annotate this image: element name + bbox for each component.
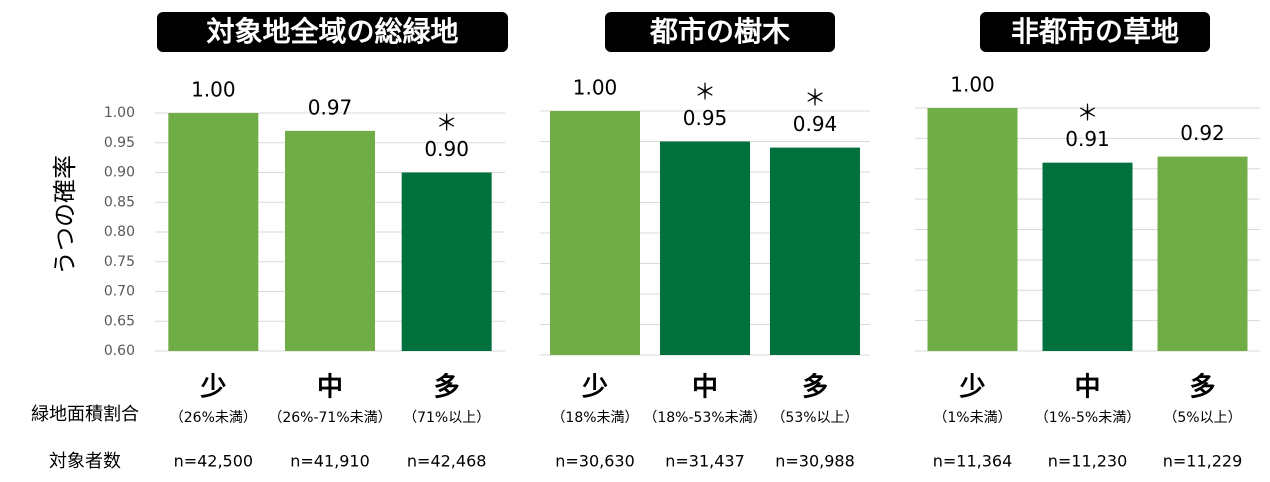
category-note: （18%未満） xyxy=(551,410,638,426)
y-tick-label: 0.65 xyxy=(104,313,135,329)
category-label: 少 xyxy=(581,373,608,403)
value-label: 0.95 xyxy=(683,106,728,130)
y-tick-label: 0.95 xyxy=(104,135,135,151)
bar xyxy=(550,111,640,355)
sample-size: n=11,229 xyxy=(1163,452,1243,471)
value-label: 0.97 xyxy=(308,95,353,119)
value-label: 1.00 xyxy=(950,73,995,97)
sample-size: n=30,988 xyxy=(775,452,855,471)
category-note: （1%未満） xyxy=(933,410,1011,426)
row-label: 緑地面積割合 xyxy=(31,404,139,425)
bar xyxy=(660,141,750,355)
category-note: （18%-53%未満） xyxy=(643,410,766,426)
title-box xyxy=(157,12,508,52)
value-label: 0.90 xyxy=(424,137,469,161)
bar xyxy=(927,108,1018,351)
bar xyxy=(401,172,492,351)
category-label: 多 xyxy=(434,373,460,403)
title-box xyxy=(605,12,835,52)
category-note: （71%以上） xyxy=(403,410,490,426)
bar xyxy=(285,130,375,351)
category-note: （53%以上） xyxy=(771,410,858,426)
sample-size: n=31,437 xyxy=(665,452,745,471)
panel-title: 対象地全域の総緑地 xyxy=(206,15,458,48)
value-label: 0.92 xyxy=(1180,121,1225,145)
value-label: 1.00 xyxy=(573,76,618,100)
y-tick-label: 0.80 xyxy=(104,224,135,240)
category-label: 多 xyxy=(802,373,828,403)
value-label: 1.00 xyxy=(191,78,236,102)
sample-size: n=42,500 xyxy=(174,452,254,471)
category-label: 少 xyxy=(199,373,226,403)
category-note: （1%-5%未満） xyxy=(1035,410,1140,426)
category-label: 中 xyxy=(692,373,718,403)
category-note: （26%-71%未満） xyxy=(268,410,391,426)
bar xyxy=(770,147,860,355)
significance-mark: ＊ xyxy=(804,87,826,112)
title-box xyxy=(980,12,1210,52)
sample-size: n=30,630 xyxy=(555,452,635,471)
category-label: 少 xyxy=(958,373,985,403)
value-label: 0.94 xyxy=(793,112,838,136)
sample-size: n=11,230 xyxy=(1048,452,1128,471)
y-tick-label: 0.60 xyxy=(104,343,135,359)
significance-mark: ＊ xyxy=(436,112,458,137)
category-label: 中 xyxy=(1074,373,1100,403)
panel-title: 都市の樹木 xyxy=(649,15,790,48)
significance-mark: ＊ xyxy=(1076,102,1098,127)
sample-size: n=41,910 xyxy=(290,452,370,471)
sample-size: n=42,468 xyxy=(407,452,487,471)
row-label: 対象者数 xyxy=(49,451,121,472)
category-label: 中 xyxy=(317,373,343,403)
bar xyxy=(1042,162,1133,351)
bar xyxy=(1157,156,1248,351)
category-note: （5%以上） xyxy=(1163,410,1241,426)
y-tick-label: 0.75 xyxy=(104,254,135,270)
bar xyxy=(168,113,259,351)
y-tick-label: 0.70 xyxy=(104,284,135,300)
category-note: （26%未満） xyxy=(170,410,257,426)
sample-size: n=11,364 xyxy=(933,452,1013,471)
y-tick-label: 0.85 xyxy=(104,194,135,210)
y-axis-label: うつの確率 xyxy=(51,155,79,275)
value-label: 0.91 xyxy=(1065,127,1110,151)
y-tick-label: 0.90 xyxy=(104,165,135,181)
significance-mark: ＊ xyxy=(694,81,716,106)
panel-title: 非都市の草地 xyxy=(1011,15,1179,48)
y-tick-label: 1.00 xyxy=(104,105,135,121)
category-label: 多 xyxy=(1189,373,1215,403)
